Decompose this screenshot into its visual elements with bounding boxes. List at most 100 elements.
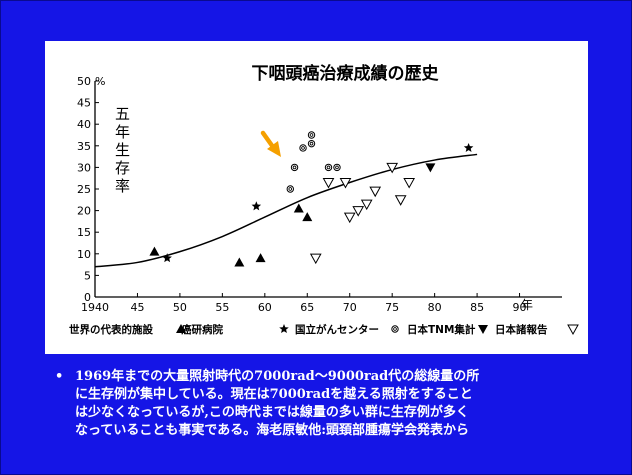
x-tick-label: 50 <box>173 301 187 314</box>
data-point-series-2-outer <box>286 185 294 193</box>
data-point-series-2-inner <box>292 165 297 170</box>
data-point-series-2 <box>307 139 316 148</box>
arrow-shaft <box>260 130 276 150</box>
legend-marker-1 <box>279 324 289 334</box>
orange-arrow-icon <box>260 130 281 157</box>
data-point-series-2 <box>333 163 341 172</box>
y-tick-label: 10 <box>77 248 91 261</box>
x-tick-label: 75 <box>385 301 399 314</box>
data-point-series-3-shape <box>425 163 436 173</box>
legend-label-2: 国立がんセンター <box>295 323 379 336</box>
x-tick-label: 70 <box>343 301 357 314</box>
data-point-series-2-inner <box>301 146 305 150</box>
data-point-series-2-inner <box>335 165 339 170</box>
y-tick-label: 25 <box>77 183 91 196</box>
y-tick-label: 45 <box>77 97 91 110</box>
legend-marker-4 <box>567 324 579 336</box>
legend-label-0: 世界の代表的施設 <box>69 323 153 336</box>
legend-label-4: 日本諸報告 <box>495 323 548 336</box>
data-point-series-1-shape <box>162 253 172 263</box>
data-point-series-4 <box>360 199 373 211</box>
data-point-series-4-shape <box>360 199 373 211</box>
survival-chart: 下咽頭癌治療成績の歴史 % 年 五年生存率 0 5 10 15 20 25 30 35 40 45… <box>69 63 579 336</box>
data-point-series-2 <box>307 131 316 139</box>
trend-line-group <box>94 153 478 268</box>
trend-line <box>94 153 478 268</box>
data-point-series-4-shape <box>369 186 382 198</box>
caption-line-2: に生存例が集中している。現在は7000radを越える照射をすること <box>75 387 473 402</box>
y-tick-label: 0 <box>84 291 91 304</box>
caption-line-4: なっていることも事実である。海老原敏他:頭頚部腫瘍学会発表から <box>75 423 470 438</box>
data-point-series-4 <box>352 206 365 217</box>
data-point-series-4-shape <box>309 253 322 265</box>
data-point-series-0 <box>234 257 245 267</box>
x-tick-label: 1940 <box>81 301 109 314</box>
legend-marker-2-outer <box>391 325 399 333</box>
data-point-series-2-outer <box>307 139 316 148</box>
data-point-series-4-shape <box>343 212 356 224</box>
slide-caption: • 1969年までの大量照射時代の7000rad～9000rad代の総線量の所 … <box>55 368 595 440</box>
legend-marker-3 <box>478 325 488 334</box>
data-point-series-0 <box>255 253 266 263</box>
data-point-series-4 <box>339 178 352 189</box>
data-point-series-4 <box>343 212 356 224</box>
data-point-series-2-outer <box>290 163 299 172</box>
data-point-series-4 <box>394 195 407 206</box>
caption-bullet: • <box>55 369 64 384</box>
x-tick-label: 85 <box>470 301 484 314</box>
x-tick-label: 80 <box>428 301 442 314</box>
y-axis-label: 五年生存率 <box>115 105 130 195</box>
data-point-series-2-outer <box>307 131 316 139</box>
caption-line-1: 1969年までの大量照射時代の7000rad～9000rad代の総線量の所 <box>75 369 480 384</box>
data-point-series-2-inner <box>309 141 314 146</box>
data-point-series-4-shape <box>403 178 416 189</box>
data-point-series-4 <box>386 162 399 174</box>
legend-marker-1-shape <box>279 324 289 334</box>
data-point-series-2-outer <box>333 163 341 172</box>
legend-marker-3-shape <box>478 325 488 334</box>
x-tick-label: 45 <box>130 301 144 314</box>
chart-title: 下咽頭癌治療成績の歴史 <box>252 63 440 84</box>
y-tick-label: 30 <box>77 161 91 174</box>
legend-marker-4-shape <box>567 324 579 336</box>
data-point-series-4 <box>322 178 335 189</box>
data-point-series-2-inner <box>288 187 293 191</box>
tick-labels: 0 5 10 15 20 25 30 35 40 45 50 1940 45 50 55 60 65 70 75 80… <box>77 75 527 314</box>
data-point-series-0-shape <box>234 257 245 267</box>
arrow-head <box>267 141 281 157</box>
y-tick-label: 20 <box>77 205 91 218</box>
legend-label-3: 日本TNM集計 <box>407 323 476 336</box>
data-point-series-4 <box>309 253 322 265</box>
data-point-series-1 <box>463 142 474 153</box>
legend-marker-0 <box>176 324 186 333</box>
data-point-series-3 <box>425 163 436 173</box>
y-unit-label: % <box>95 75 105 88</box>
x-tick-label: 90 <box>513 301 527 314</box>
data-point-series-1-shape <box>251 201 262 211</box>
data-point-series-0 <box>302 212 313 222</box>
data-point-series-4-shape <box>322 178 335 189</box>
data-point-series-0 <box>149 246 160 256</box>
x-tick-label: 55 <box>215 301 229 314</box>
data-point-series-1-shape <box>463 142 474 153</box>
legend: 世界の代表的施設 癌研病院 国立がんセンター 日本TNM集計 日本諸報告 <box>69 323 579 336</box>
data-point-series-1 <box>162 253 172 263</box>
legend-marker-0-shape <box>176 324 186 333</box>
data-point-series-0-shape <box>255 253 266 263</box>
data-point-series-2 <box>324 163 333 172</box>
data-point-series-0-shape <box>293 203 304 213</box>
data-points <box>149 131 474 267</box>
data-point-series-4 <box>403 178 416 189</box>
x-unit-label: 年 <box>521 298 533 312</box>
data-point-series-4-shape <box>394 195 407 206</box>
data-point-series-4-shape <box>339 178 352 189</box>
data-point-series-0-shape <box>302 212 313 222</box>
data-point-series-0 <box>293 203 304 213</box>
y-tick-label: 15 <box>77 226 91 239</box>
y-tick-label: 40 <box>77 118 91 131</box>
x-tick-label: 65 <box>300 301 314 314</box>
y-tick-label: 35 <box>77 140 91 153</box>
data-point-series-2-inner <box>309 133 314 137</box>
data-point-series-4 <box>369 186 382 198</box>
caption-line-3: は少なくなっているが,この時代までは線量の多い群に生存例が多く <box>75 405 469 420</box>
